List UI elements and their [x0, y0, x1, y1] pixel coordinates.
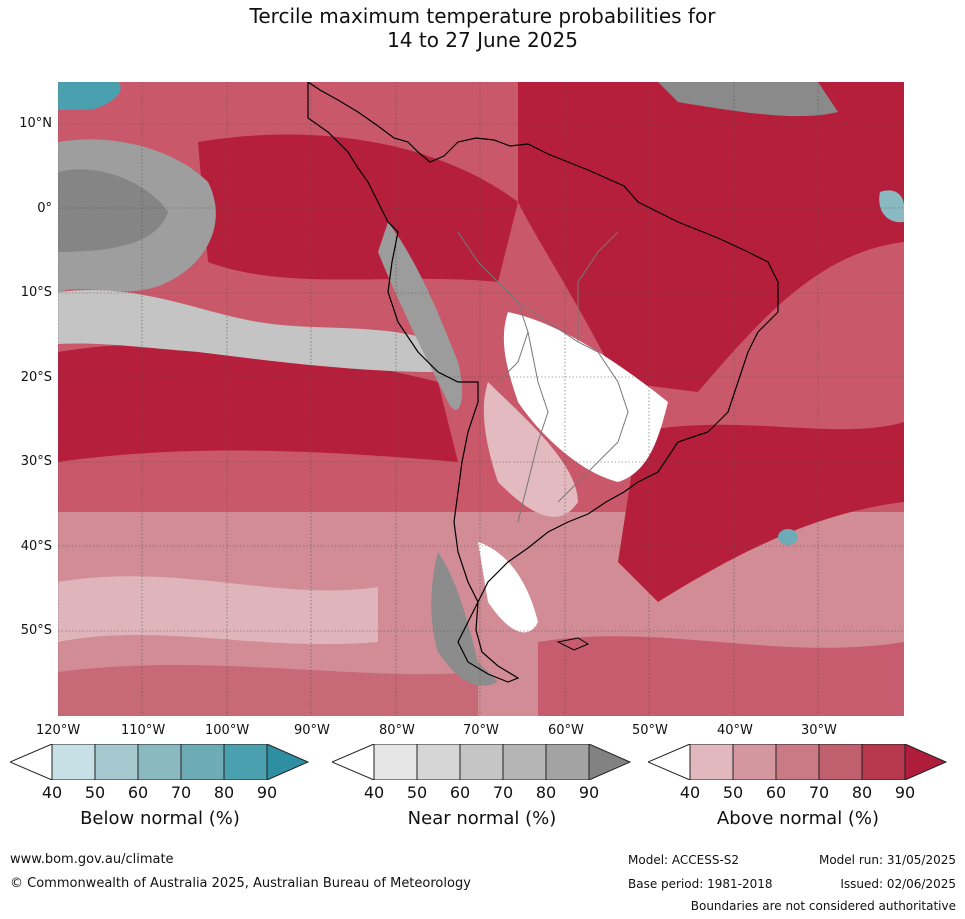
lon-label-100w: 100°W [205, 723, 250, 738]
lon-label-30w: 30°W [801, 723, 837, 738]
colorbar-near-cell-0 [332, 744, 375, 780]
colorbar-below-normal [10, 744, 310, 780]
above-tick: 90 [894, 783, 916, 802]
colorbar-below-title: Below normal (%) [80, 808, 240, 829]
colorbar-near-title: Near normal (%) [407, 808, 557, 829]
model-name: Model: ACCESS-S2 [628, 853, 740, 867]
lon-label-50w: 50°W [632, 723, 668, 738]
colorbar-near-cell-3 [459, 744, 504, 780]
colorbar-above-cell-4 [818, 744, 863, 780]
above-tick: 80 [851, 783, 873, 802]
above-tick: 70 [808, 783, 830, 802]
website-link[interactable]: www.bom.gov.au/climate [10, 852, 174, 867]
issued-date: Issued: 02/06/2025 [840, 877, 956, 891]
colorbar-above-title: Above normal (%) [716, 808, 880, 829]
lon-label-120w: 120°W [36, 723, 81, 738]
model-run-date: Model run: 31/05/2025 [818, 853, 956, 867]
colorbar-below-cell-2 [94, 744, 139, 780]
colorbar-below-cell-0 [10, 744, 53, 780]
below-tick: 80 [213, 783, 235, 802]
near-tick: 70 [492, 783, 514, 802]
near-tick: 80 [535, 783, 557, 802]
lat-label-10s: 10°S [20, 285, 52, 300]
below-tick: 60 [127, 783, 149, 802]
falkland-islands-outline [556, 637, 590, 651]
equatorial-pacific-deep-red [198, 134, 518, 282]
colorbar-near-cell-6 [588, 744, 632, 780]
title-line-2: 14 to 27 June 2025 [387, 28, 578, 52]
colorbar-below-cell-3 [137, 744, 182, 780]
lon-label-60w: 60°W [548, 723, 584, 738]
colorbar-above-cell-0 [648, 744, 691, 780]
map-title: Tercile maximum temperature probabilitie… [0, 4, 965, 52]
lon-label-90w: 90°W [294, 723, 330, 738]
below-tick: 90 [256, 783, 278, 802]
copyright-text: © Commonwealth of Australia 2025, Austra… [10, 876, 471, 891]
south-atlantic-deep-red [618, 422, 904, 602]
light-band-south [58, 576, 378, 645]
below-normal-patch-north [58, 82, 121, 110]
lat-label-40s: 40°S [20, 539, 52, 554]
below-tick: 50 [84, 783, 106, 802]
colorbar-near-cell-1 [373, 744, 418, 780]
colorbar-near-cell-4 [502, 744, 547, 780]
grey-streak-pacific [58, 289, 438, 372]
andes-near-normal [378, 222, 463, 410]
base-period: Base period: 1981-2018 [628, 877, 773, 891]
graticule [58, 82, 904, 716]
lat-label-30s: 30°S [20, 454, 52, 469]
below-normal-patch-east [879, 190, 904, 223]
colorbar-above-cell-6 [904, 744, 948, 780]
lat-label-20s: 20°S [20, 370, 52, 385]
interior-pale-red [483, 382, 578, 517]
north-brazil-deep-red [518, 82, 904, 392]
colorbar-below-cell-5 [223, 744, 268, 780]
boundaries-disclaimer: Boundaries are not considered authoritat… [690, 899, 956, 913]
colorbar-above-cell-2 [732, 744, 777, 780]
below-tick: 40 [41, 783, 63, 802]
near-tick: 60 [449, 783, 471, 802]
colorbar-above-normal [648, 744, 948, 780]
far-south-band [58, 664, 478, 716]
colorbar-above-cell-3 [775, 744, 820, 780]
lat-label-10n: 10°N [19, 116, 52, 131]
lat-label-50s: 50°S [20, 623, 52, 638]
colorbar-near-cell-5 [545, 744, 590, 780]
central-brazil-equal-chances [503, 312, 668, 482]
near-tick: 50 [406, 783, 428, 802]
below-normal-patch-atlantic [778, 529, 798, 545]
caribbean-near-normal [658, 82, 838, 117]
south-america-coastline [307, 82, 779, 683]
lon-label-110w: 110°W [121, 723, 166, 738]
east-pacific-near-normal-core [58, 169, 168, 252]
lat-label-0: 0° [37, 201, 52, 216]
colorbar-below-cell-6 [266, 744, 310, 780]
patagonia-equal-chances [478, 542, 538, 633]
colorbar-near-cell-2 [416, 744, 461, 780]
lon-label-80w: 80°W [379, 723, 415, 738]
probability-map [58, 82, 904, 716]
country-borders [457, 231, 629, 523]
lon-label-70w: 70°W [463, 723, 499, 738]
above-tick: 40 [679, 783, 701, 802]
colorbar-above-cell-5 [861, 744, 906, 780]
near-tick: 90 [578, 783, 600, 802]
near-tick: 40 [363, 783, 385, 802]
title-line-1: Tercile maximum temperature probabilitie… [249, 4, 716, 28]
below-tick: 70 [170, 783, 192, 802]
colorbar-below-cell-1 [51, 744, 96, 780]
colorbar-below-cell-4 [180, 744, 225, 780]
lon-label-40w: 40°W [717, 723, 753, 738]
patagonia-near-normal [431, 552, 498, 686]
far-south-east-band [538, 636, 904, 716]
colorbar-near-normal [332, 744, 632, 780]
above-tick: 60 [765, 783, 787, 802]
southeast-pacific-deep-red [58, 343, 458, 462]
above-tick: 50 [722, 783, 744, 802]
colorbar-above-cell-1 [689, 744, 734, 780]
